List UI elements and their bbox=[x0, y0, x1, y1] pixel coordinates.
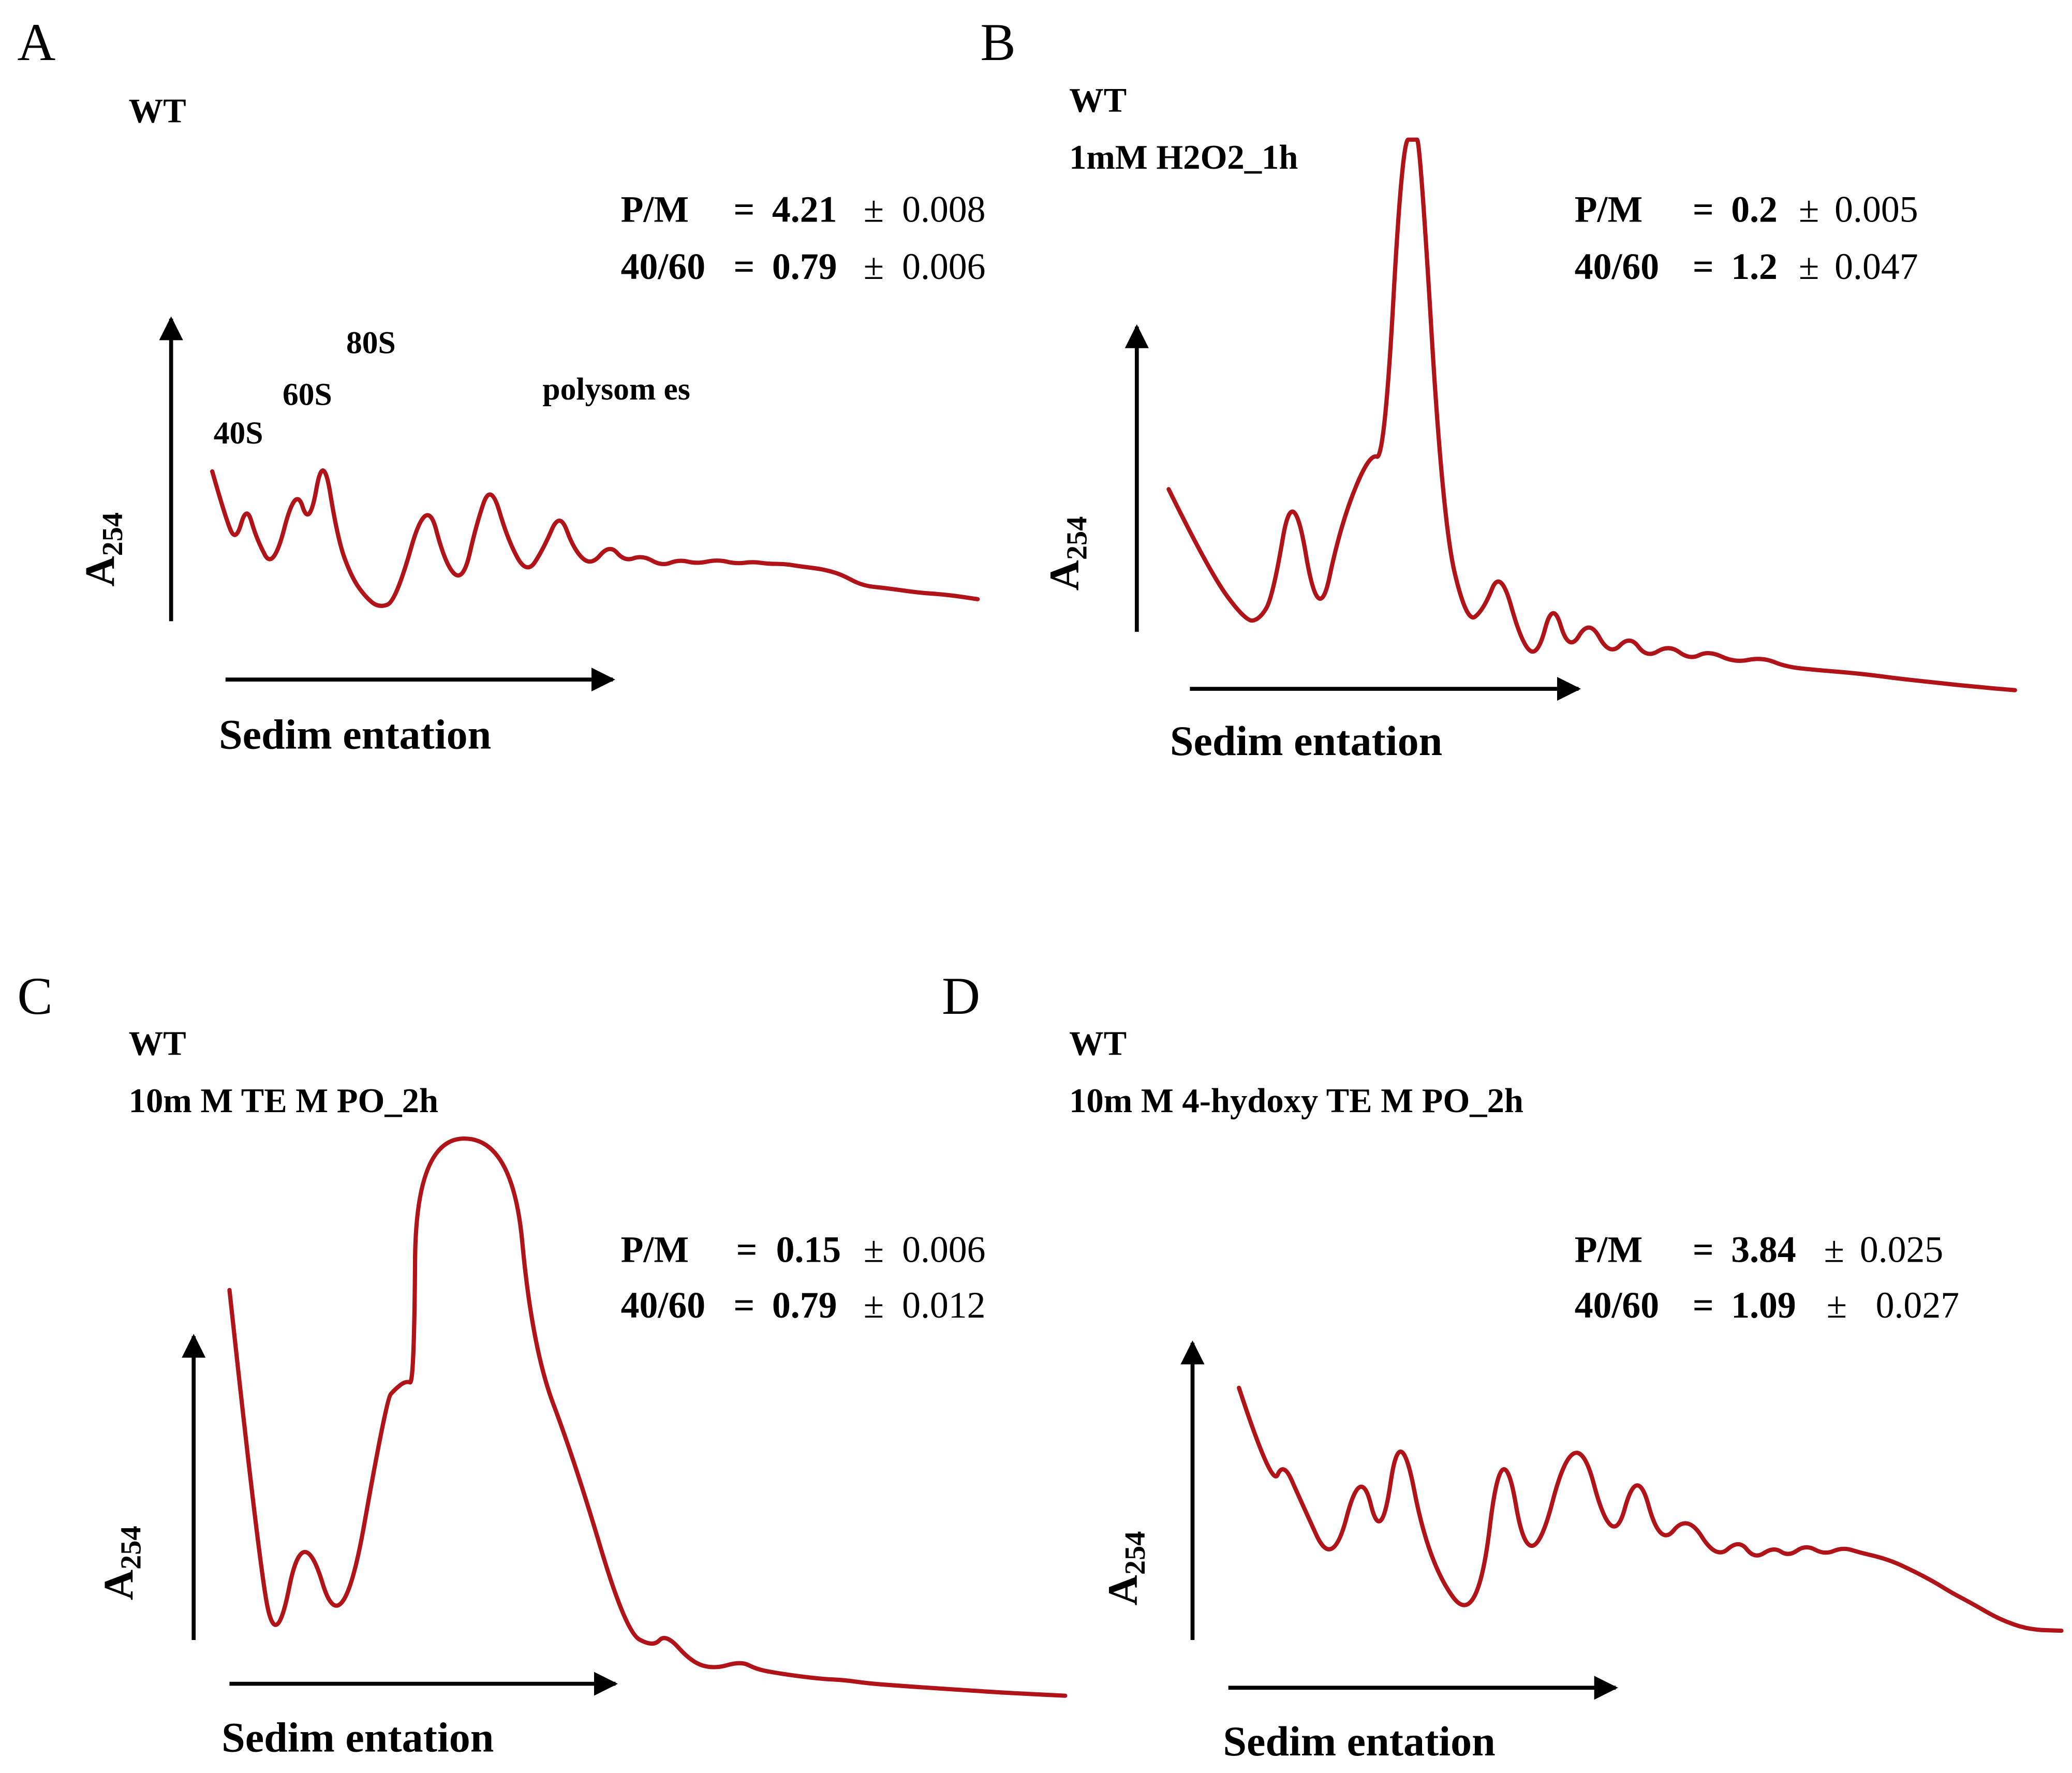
pm-label: P/M bbox=[621, 189, 689, 230]
condition-label: WT bbox=[129, 92, 186, 130]
x-axis-label: Sedim entation bbox=[221, 1713, 494, 1761]
stats-block: P/M = 0.15 ± 0.006 40/60 = 0.79 ± 0.012 bbox=[621, 1229, 986, 1326]
pm-value: 0.15 bbox=[776, 1229, 841, 1270]
ratio-label: 40/60 bbox=[621, 246, 705, 287]
condition-label: WT bbox=[1069, 1025, 1127, 1063]
condition-label: WT bbox=[129, 1025, 186, 1063]
ratio-error: 0.027 bbox=[1876, 1284, 1959, 1326]
panel-letter-c: C bbox=[17, 967, 52, 1026]
y-axis-label: A254 bbox=[1099, 1531, 1151, 1606]
pm-label: P/M bbox=[1575, 189, 1643, 230]
ratio-error: 0.047 bbox=[1834, 246, 1918, 287]
pm-error: 0.005 bbox=[1834, 189, 1918, 230]
x-axis-label: Sedim entation bbox=[1170, 717, 1442, 764]
svg-text:±: ± bbox=[1824, 1229, 1844, 1270]
panel-d: D WT 10m M 4-hydoxy TE M PO_2h P/M = 3.8… bbox=[942, 967, 2064, 1765]
svg-text:±: ± bbox=[864, 1229, 884, 1270]
peak-label-80s: 80S bbox=[346, 326, 396, 361]
peak-label-60s: 60S bbox=[283, 377, 332, 412]
panel-letter-d: D bbox=[942, 967, 980, 1026]
profile-trace bbox=[210, 468, 980, 608]
ratio-error: 0.012 bbox=[902, 1284, 985, 1326]
x-axis-label: Sedim entation bbox=[1223, 1718, 1495, 1765]
y-axis-label: A254 bbox=[1041, 516, 1093, 591]
svg-text:=: = bbox=[734, 189, 755, 230]
ratio-label: 40/60 bbox=[621, 1284, 705, 1326]
svg-text:=: = bbox=[1693, 1284, 1714, 1326]
panel-b: B WT 1mM H2O2_1h P/M = 0.2 ± 0.005 40/60… bbox=[980, 13, 2017, 764]
pm-value: 3.84 bbox=[1731, 1229, 1796, 1270]
svg-text:±: ± bbox=[1799, 189, 1819, 230]
profile-trace bbox=[1237, 1385, 2064, 1633]
svg-text:=: = bbox=[1693, 1229, 1714, 1270]
stats-block: P/M = 0.2 ± 0.005 40/60 = 1.2 ± 0.047 bbox=[1575, 189, 1918, 287]
stats-block: P/M = 4.21 ± 0.008 40/60 = 0.79 ± 0.006 bbox=[621, 189, 986, 287]
panel-letter-b: B bbox=[980, 13, 1015, 72]
svg-text:±: ± bbox=[864, 189, 884, 230]
peak-label-polysomes: polysom es bbox=[542, 372, 690, 407]
stats-block: P/M = 3.84 ± 0.025 40/60 = 1.09 ± 0.027 bbox=[1575, 1229, 1959, 1326]
pm-value: 0.2 bbox=[1731, 189, 1778, 230]
peak-labels: 40S 60S 80S polysom es bbox=[214, 326, 690, 451]
pm-error: 0.025 bbox=[1860, 1229, 1943, 1270]
peak-label-40s: 40S bbox=[214, 416, 263, 451]
x-axis-label: Sedim entation bbox=[219, 711, 491, 758]
pm-error: 0.006 bbox=[902, 1229, 985, 1270]
panel-letter-a: A bbox=[17, 13, 55, 72]
treatment-label: 10m M TE M PO_2h bbox=[129, 1082, 438, 1120]
treatment-label: 1mM H2O2_1h bbox=[1069, 139, 1298, 176]
ratio-value: 1.2 bbox=[1731, 246, 1778, 287]
pm-value: 4.21 bbox=[772, 189, 837, 230]
svg-text:±: ± bbox=[1827, 1284, 1847, 1326]
ratio-label: 40/60 bbox=[1575, 246, 1659, 287]
svg-text:=: = bbox=[1693, 246, 1714, 287]
profile-trace bbox=[1166, 137, 2017, 692]
condition-label: WT bbox=[1069, 82, 1127, 120]
ratio-value: 1.09 bbox=[1731, 1284, 1796, 1326]
svg-text:=: = bbox=[736, 1229, 758, 1270]
pm-error: 0.008 bbox=[902, 189, 985, 230]
svg-text:=: = bbox=[734, 1284, 755, 1326]
pm-label: P/M bbox=[1575, 1229, 1643, 1270]
ratio-value: 0.79 bbox=[772, 1284, 837, 1326]
y-axis-label: A254 bbox=[76, 512, 128, 587]
ratio-error: 0.006 bbox=[902, 246, 985, 287]
ratio-value: 0.79 bbox=[772, 246, 837, 287]
pm-label: P/M bbox=[621, 1229, 689, 1270]
ratio-label: 40/60 bbox=[1575, 1284, 1659, 1326]
panel-a: A WT P/M = 4.21 ± 0.008 40/60 = 0.79 ± 0… bbox=[17, 13, 985, 758]
y-axis-label: A254 bbox=[95, 1526, 147, 1600]
profile-trace bbox=[227, 1136, 1068, 1698]
panel-c: C WT 10m M TE M PO_2h P/M = 0.15 ± 0.006… bbox=[17, 967, 1068, 1761]
svg-text:=: = bbox=[1693, 189, 1714, 230]
treatment-label: 10m M 4-hydoxy TE M PO_2h bbox=[1069, 1082, 1523, 1120]
svg-text:±: ± bbox=[864, 1284, 884, 1326]
svg-text:±: ± bbox=[1799, 246, 1819, 287]
svg-text:±: ± bbox=[864, 246, 884, 287]
svg-text:=: = bbox=[734, 246, 755, 287]
